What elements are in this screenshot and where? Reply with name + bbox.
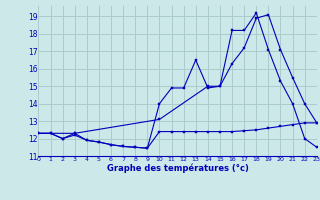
X-axis label: Graphe des températures (°c): Graphe des températures (°c) [107,163,249,173]
